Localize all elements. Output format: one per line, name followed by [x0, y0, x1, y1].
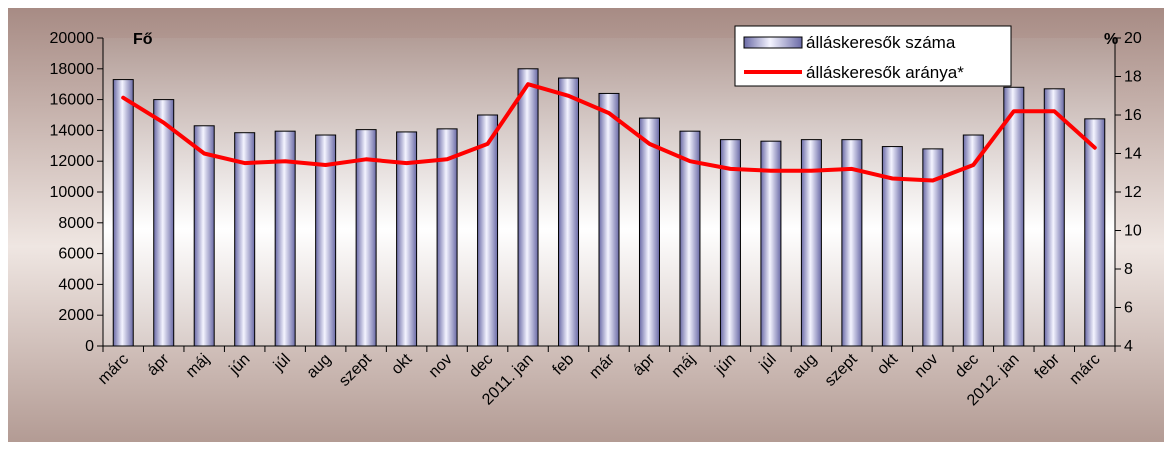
left-axis-tick-label: 4000: [58, 276, 94, 293]
left-axis-tick-label: 18000: [50, 61, 95, 78]
bar: [517, 68, 539, 347]
bar: [1003, 86, 1025, 347]
left-axis-tick-label: 14000: [50, 122, 95, 139]
bar: [1084, 118, 1106, 347]
left-axis-tick-label: 16000: [50, 92, 95, 109]
legend-bar-swatch: [743, 36, 803, 49]
right-axis-tick-label: 14: [1124, 146, 1142, 163]
right-axis-tick-label: 6: [1124, 300, 1133, 317]
left-axis-tick-label: 8000: [58, 215, 94, 232]
right-axis-tick-label: 16: [1124, 107, 1142, 124]
left-axis-tick-label: 12000: [50, 153, 95, 170]
left-axis-tick-label: 10000: [50, 184, 95, 201]
bar: [1043, 88, 1065, 347]
bar: [193, 125, 215, 347]
left-axis-tick-label: 0: [85, 338, 94, 355]
right-axis-tick-label: 4: [1124, 338, 1133, 355]
axes: 0 2000 4000 6000 8000 10000 12000 14000 16000 180…: [50, 30, 1142, 355]
bar-series: [112, 68, 1106, 347]
left-axis-unit-label: Fő: [133, 31, 153, 48]
left-axis-tick-label: 20000: [50, 30, 95, 47]
legend: álláskeresők száma álláskeresők aránya*: [734, 25, 1012, 87]
right-axis-unit-label: %: [1104, 31, 1118, 48]
line-path: [121, 82, 1097, 183]
right-axis-tick-label: 10: [1124, 223, 1142, 240]
bar: [558, 77, 580, 347]
bar: [638, 117, 660, 347]
left-axis-tick-label: 2000: [58, 307, 94, 324]
legend-box: [734, 25, 1012, 87]
bar: [112, 79, 134, 347]
line-series: [121, 82, 1097, 183]
right-axis-tick-label: 20: [1124, 30, 1142, 47]
bar: [598, 92, 620, 347]
right-axis-tick-label: 8: [1124, 261, 1133, 278]
right-axis-tick-label: 18: [1124, 69, 1142, 86]
legend-line-label: álláskeresők aránya*: [806, 63, 964, 82]
bar: [153, 99, 175, 347]
bar: [477, 114, 499, 347]
legend-bar-label: álláskeresők száma: [806, 33, 956, 52]
right-axis-tick-label: 12: [1124, 184, 1142, 201]
left-axis-tick-label: 6000: [58, 246, 94, 263]
